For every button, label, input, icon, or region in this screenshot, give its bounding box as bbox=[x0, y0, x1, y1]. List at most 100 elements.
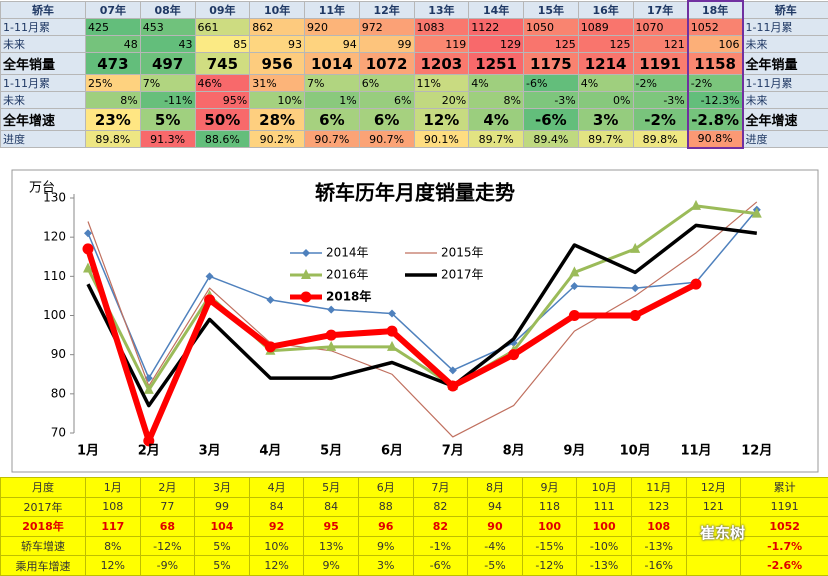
table-cell: 425 bbox=[86, 19, 141, 36]
table-cell: 12月 bbox=[686, 478, 741, 498]
table-cell: 8% bbox=[86, 536, 141, 556]
table-cell: 745 bbox=[195, 53, 250, 75]
table-cell: 7% bbox=[140, 75, 195, 92]
table-cell: 92 bbox=[249, 517, 304, 537]
x-tick-label: 2月 bbox=[138, 444, 160, 459]
table-cell: 5月 bbox=[304, 478, 359, 498]
table-cell: 12年 bbox=[359, 1, 414, 19]
table-cell: 93 bbox=[250, 36, 305, 53]
table-cell: 89.8% bbox=[86, 131, 141, 148]
table-cell: 77 bbox=[140, 497, 195, 517]
table-cell: 10% bbox=[250, 92, 305, 109]
x-tick-label: 1月 bbox=[77, 444, 99, 459]
x-tick-label: 7月 bbox=[442, 444, 464, 459]
table-cell: 48 bbox=[86, 36, 141, 53]
table-cell: -6% bbox=[524, 109, 579, 131]
table-cell: 轿车 bbox=[1, 1, 86, 19]
table-cell: 90.1% bbox=[414, 131, 469, 148]
table-cell: 9月 bbox=[522, 478, 577, 498]
table-cell: 46% bbox=[195, 75, 250, 92]
table-cell: 4% bbox=[578, 75, 633, 92]
table-cell: 104 bbox=[195, 517, 250, 537]
table-cell: -15% bbox=[522, 536, 577, 556]
table-cell: 8月 bbox=[468, 478, 523, 498]
point bbox=[691, 279, 702, 290]
table-cell: 497 bbox=[140, 53, 195, 75]
table-cell: 1070 bbox=[633, 19, 688, 36]
table-cell: 未来 bbox=[743, 92, 828, 109]
table-cell: 6% bbox=[359, 75, 414, 92]
table-cell: 轿车增速 bbox=[1, 536, 86, 556]
table-cell: 862 bbox=[250, 19, 305, 36]
table-cell: 31% bbox=[250, 75, 305, 92]
y-tick-label: 80 bbox=[51, 386, 66, 400]
table-cell: 111 bbox=[577, 497, 632, 517]
table-cell: 90 bbox=[468, 517, 523, 537]
table-cell: 1% bbox=[305, 92, 360, 109]
table-cell: 108 bbox=[86, 497, 141, 517]
table-cell: 6月 bbox=[358, 478, 413, 498]
table-cell: 10% bbox=[249, 536, 304, 556]
table-cell: 453 bbox=[140, 19, 195, 36]
table-cell: 2月 bbox=[140, 478, 195, 498]
point bbox=[508, 349, 519, 360]
table-cell: 4% bbox=[469, 109, 524, 131]
x-tick-label: 12月 bbox=[741, 444, 772, 459]
table-cell: 4月 bbox=[249, 478, 304, 498]
table-cell: 99 bbox=[359, 36, 414, 53]
table-cell: 85 bbox=[195, 36, 250, 53]
table-cell: 82 bbox=[413, 497, 468, 517]
table-cell: 119 bbox=[414, 36, 469, 53]
table-cell: 0% bbox=[578, 92, 633, 109]
table-cell: 123 bbox=[631, 497, 686, 517]
table-cell: 3月 bbox=[195, 478, 250, 498]
table-cell: 11% bbox=[414, 75, 469, 92]
table-cell: 5% bbox=[140, 109, 195, 131]
table-cell bbox=[686, 556, 741, 576]
table-cell: -5% bbox=[468, 556, 523, 576]
y-tick-label: 70 bbox=[51, 426, 66, 440]
table-cell: 1-11月累 bbox=[1, 19, 86, 36]
x-tick-label: 5月 bbox=[320, 444, 342, 459]
table-cell: 121 bbox=[686, 497, 741, 517]
table-cell: -12.3% bbox=[688, 92, 743, 109]
table-cell: 1052 bbox=[741, 517, 828, 537]
legend-label: 2014年 bbox=[326, 246, 369, 260]
table-cell: 117 bbox=[86, 517, 141, 537]
table-cell: 乘用车增速 bbox=[1, 556, 86, 576]
y-tick-label: 110 bbox=[43, 269, 66, 283]
table-cell: 1089 bbox=[578, 19, 633, 36]
table-cell: 未来 bbox=[743, 36, 828, 53]
table-cell: 11年 bbox=[305, 1, 360, 19]
table-cell: -13% bbox=[577, 556, 632, 576]
table-cell: 7% bbox=[305, 75, 360, 92]
table-cell: 5% bbox=[195, 556, 250, 576]
table-cell: -16% bbox=[631, 556, 686, 576]
table-cell: 1251 bbox=[469, 53, 524, 75]
table-cell: -12% bbox=[522, 556, 577, 576]
table-cell: 1052 bbox=[688, 19, 743, 36]
table-cell: 108 bbox=[631, 517, 686, 537]
table-cell: 9% bbox=[358, 536, 413, 556]
table-cell: 1191 bbox=[633, 53, 688, 75]
x-tick-label: 9月 bbox=[563, 444, 585, 459]
table-cell: -12% bbox=[140, 536, 195, 556]
x-tick-label: 10月 bbox=[620, 444, 651, 459]
table-cell: 23% bbox=[86, 109, 141, 131]
table-cell: -6% bbox=[413, 556, 468, 576]
table-cell: 12% bbox=[86, 556, 141, 576]
table-cell: -10% bbox=[577, 536, 632, 556]
x-tick-label: 3月 bbox=[199, 444, 221, 459]
table-cell: 14年 bbox=[469, 1, 524, 19]
table-cell: 1083 bbox=[414, 19, 469, 36]
x-tick-label: 4月 bbox=[259, 444, 281, 459]
table-cell: 1072 bbox=[359, 53, 414, 75]
point bbox=[326, 330, 337, 341]
table-cell: 7月 bbox=[413, 478, 468, 498]
